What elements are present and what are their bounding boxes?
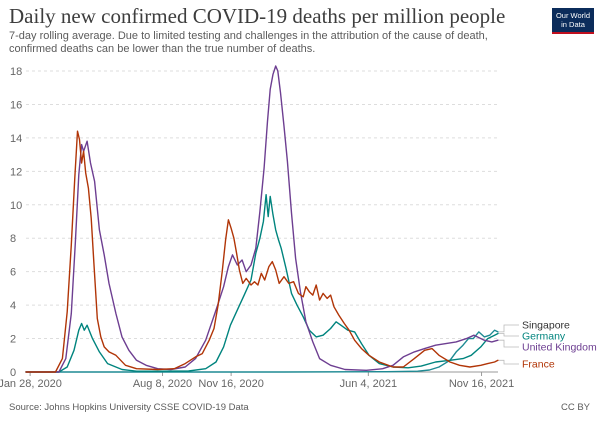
x-tick-label: Jan 28, 2020 bbox=[0, 378, 62, 390]
series-line-france[interactable] bbox=[25, 130, 499, 373]
y-tick-label: 18 bbox=[10, 66, 22, 78]
y-tick-label: 12 bbox=[10, 166, 22, 178]
y-tick-label: 10 bbox=[10, 200, 22, 212]
logo-line-2: in Data bbox=[561, 20, 585, 29]
chart-subtitle: 7-day rolling average. Due to limited te… bbox=[9, 30, 488, 55]
legend-label-germany[interactable]: Germany bbox=[522, 331, 566, 343]
legend-connector bbox=[499, 339, 519, 348]
legend-label-france[interactable]: France bbox=[522, 359, 555, 371]
series-line-singapore[interactable] bbox=[25, 329, 499, 373]
gridlines: 0 2 4 6 8 10 12 14 16 18 bbox=[10, 66, 498, 379]
owid-logo[interactable]: Our World in Data bbox=[552, 8, 594, 34]
logo-line-1: Our World bbox=[555, 11, 591, 20]
legend-label-singapore[interactable]: Singapore bbox=[522, 320, 570, 332]
legend-connector bbox=[499, 324, 519, 333]
logo-accent-bar bbox=[552, 32, 594, 34]
x-tick-label: Nov 16, 2021 bbox=[449, 378, 514, 390]
series-line-germany[interactable] bbox=[25, 194, 499, 373]
license-link[interactable]: CC BY bbox=[560, 402, 590, 413]
x-tick-label: Jun 4, 2021 bbox=[340, 378, 398, 390]
x-tick-label: Aug 8, 2020 bbox=[133, 378, 192, 390]
y-tick-label: 2 bbox=[10, 334, 16, 346]
y-tick-label: 6 bbox=[10, 267, 16, 279]
x-tick-label: Nov 16, 2020 bbox=[198, 378, 263, 390]
x-axis: Jan 28, 2020 Aug 8, 2020 Nov 16, 2020 Jun 4… bbox=[0, 372, 514, 390]
series-line-united-kingdom[interactable] bbox=[25, 65, 499, 373]
y-tick-label: 4 bbox=[10, 300, 16, 312]
y-tick-label: 0 bbox=[10, 367, 16, 379]
legend-connector bbox=[499, 359, 519, 365]
series-lines bbox=[25, 65, 499, 373]
y-tick-label: 14 bbox=[10, 133, 22, 145]
source-note: Source: Johns Hopkins University CSSE CO… bbox=[9, 402, 249, 413]
legend-connector bbox=[499, 333, 519, 337]
y-tick-label: 8 bbox=[10, 233, 16, 245]
y-tick-label: 16 bbox=[10, 99, 22, 111]
chart-title: Daily new confirmed COVID-19 deaths per … bbox=[9, 4, 506, 28]
legend-label-united-kingdom[interactable]: United Kingdom bbox=[522, 342, 597, 354]
